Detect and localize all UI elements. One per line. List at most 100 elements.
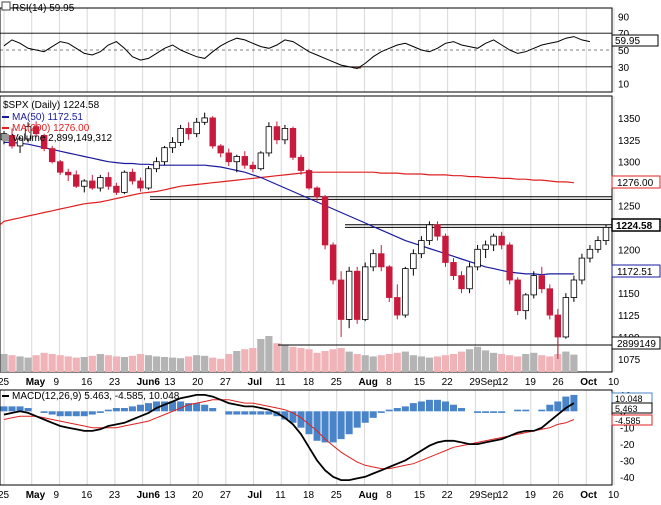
candle-body <box>40 135 48 149</box>
candle-body <box>201 117 208 123</box>
rsi-marks <box>0 32 612 70</box>
volume-bar <box>289 346 297 372</box>
candle-body <box>233 156 240 163</box>
volume-bar <box>353 354 361 372</box>
histogram-bar <box>474 411 482 413</box>
histogram-bar <box>241 411 249 415</box>
x-tick-label: 25 <box>331 490 343 501</box>
rsi-oversold-fill <box>353 66 362 69</box>
volume-bar <box>562 351 570 372</box>
histogram-bar <box>104 409 112 412</box>
macd-tick-label: -20 <box>620 440 635 451</box>
candle-body <box>570 279 578 298</box>
volume-bar <box>385 354 393 372</box>
histogram-bar <box>554 401 562 412</box>
histogram-bar <box>329 411 337 443</box>
x-tick-label: Oct <box>580 377 597 388</box>
x-tick-label: 10 <box>608 490 620 501</box>
histogram-bar <box>562 396 570 412</box>
volume-bar <box>321 351 329 372</box>
volume-bar <box>546 356 554 372</box>
volume-bar <box>337 348 345 372</box>
x-tick-label: Oct <box>580 490 597 501</box>
x-tick-label: 8 <box>386 490 392 501</box>
candle-body <box>337 279 345 320</box>
volume-bar <box>570 354 578 372</box>
rsi-panel: RSI(14) 59.95 9070503010 59.95 <box>0 1 659 93</box>
rsi-last-value-box <box>611 34 659 47</box>
histogram-bar <box>169 401 177 412</box>
volume-bar <box>185 356 193 372</box>
rsi-tick-label: 30 <box>618 63 630 74</box>
histogram-bar <box>377 411 385 413</box>
volume-bar <box>217 358 225 372</box>
histogram-bar <box>96 411 104 413</box>
histogram-bar <box>48 411 56 415</box>
horizontal-lines <box>150 196 612 346</box>
candle-body <box>193 121 200 135</box>
histogram-bar <box>136 404 144 412</box>
volume-bar <box>377 355 385 372</box>
histogram-bar <box>152 401 161 412</box>
histogram-bar <box>458 408 466 412</box>
histogram-bar <box>409 403 417 412</box>
x-tick-label: 8 <box>386 377 392 388</box>
volume-bar <box>305 349 313 372</box>
volume-bar <box>136 354 145 372</box>
candle-body <box>578 257 586 281</box>
x-tick-label: 18 <box>303 377 315 388</box>
candle-body <box>345 270 353 320</box>
volume-bar <box>313 352 321 372</box>
candle-body <box>353 270 361 320</box>
histogram-bar <box>538 409 546 412</box>
candle-body <box>89 180 96 189</box>
candle-body <box>554 314 562 338</box>
volume-bar <box>160 357 169 372</box>
price-panel: $SPX (Daily) 1224.58 MA(50) 1172.51 MA(2… <box>0 95 661 388</box>
macd-value-box <box>611 402 653 414</box>
histogram-bar <box>449 404 458 412</box>
candle-body <box>434 224 441 237</box>
rsi-legend-box <box>1 1 11 11</box>
last-price: 1224.58 <box>616 221 653 232</box>
volume-bar <box>393 352 401 372</box>
x-tick-label: 10 <box>608 377 620 388</box>
candle-body <box>490 235 497 246</box>
candle-body <box>24 126 32 140</box>
rsi-legend: RSI(14) 59.95 <box>12 3 75 14</box>
x-axis-macd: 25 May 9 16 23 Jun6 13 20 27 Jul 11 18 25 Aug 8 15 22 29S… <box>0 490 620 501</box>
volume-bar <box>273 343 281 372</box>
volume-bar <box>104 355 112 372</box>
price-tick-label: 1125 <box>618 311 640 322</box>
candle-body <box>538 275 545 290</box>
macd-tick-label: -40 <box>620 473 635 484</box>
x-tick-label: 13 <box>164 490 176 501</box>
candle-body <box>137 180 144 189</box>
rsi-line <box>3 36 591 70</box>
histogram-bar <box>401 406 409 412</box>
x-tick-label: May <box>26 490 46 501</box>
volume-bar <box>498 354 506 372</box>
histogram-bar <box>233 411 241 415</box>
candle-body <box>482 244 489 250</box>
volume-bar <box>176 358 185 372</box>
candle-body <box>289 128 297 158</box>
volume-bar <box>522 354 530 372</box>
candle-body <box>32 126 40 135</box>
candle-body <box>562 297 570 338</box>
ma50-legend: MA(50) 1172.51 <box>12 112 83 123</box>
candlesticks <box>0 112 610 359</box>
candle-body <box>522 294 529 312</box>
histogram-bar <box>522 409 530 412</box>
volume-bar <box>233 351 241 372</box>
x-tick-label: 26 <box>553 490 565 501</box>
x-tick-label: Jun6 <box>137 490 161 501</box>
volume-bar <box>152 356 161 372</box>
histogram-bar <box>441 401 449 412</box>
candle-body <box>458 275 465 290</box>
candle-body <box>602 227 610 241</box>
candle-body <box>65 171 72 176</box>
candle-body <box>426 224 433 241</box>
candle-body <box>241 156 249 166</box>
x-tick-label: 29Sep <box>469 377 498 388</box>
